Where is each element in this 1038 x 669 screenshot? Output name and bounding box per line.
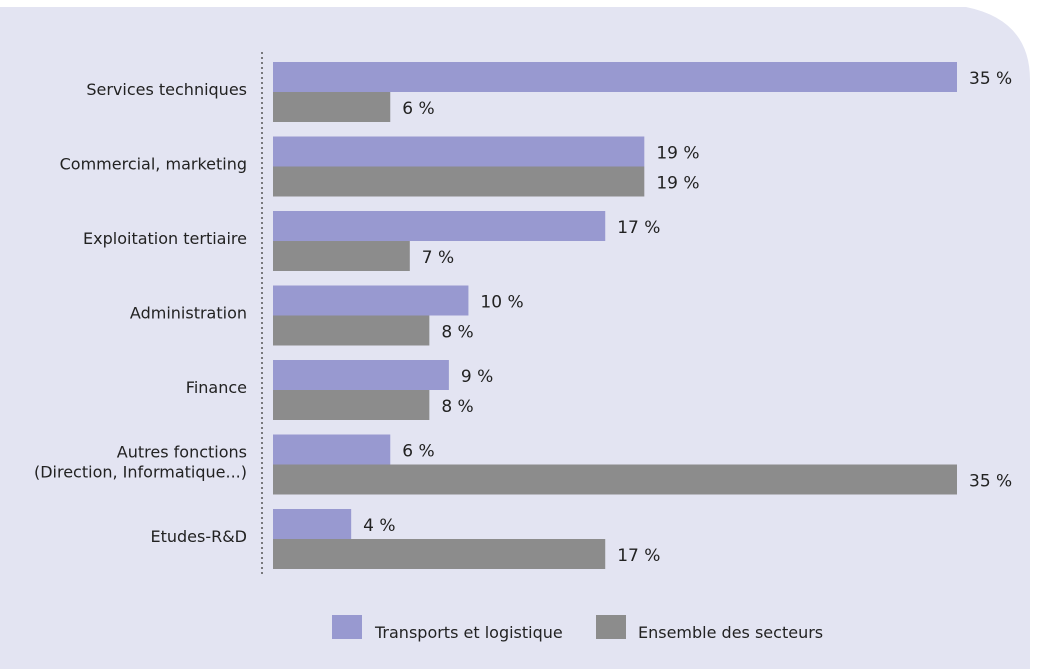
value-label-etudes-r-d-series-2: 17 % — [617, 546, 660, 566]
category-label-etudes-r-d: Etudes-R&D — [150, 527, 247, 546]
bar-finance-series-2 — [273, 390, 429, 420]
bar-administration-series-1 — [273, 286, 468, 316]
category-label-exploitation-tertiaire: Exploitation tertiaire — [83, 229, 247, 248]
bar-exploitation-tertiaire-series-1 — [273, 211, 605, 241]
legend-swatch-transports — [332, 615, 362, 639]
value-label-administration-series-2: 8 % — [441, 323, 473, 343]
value-label-etudes-r-d-series-1: 4 % — [363, 516, 395, 536]
value-label-finance-series-2: 8 % — [441, 397, 473, 417]
value-label-services-techniques-series-1: 35 % — [969, 69, 1012, 89]
bar-services-techniques-series-2 — [273, 92, 390, 122]
value-label-exploitation-tertiaire-series-2: 7 % — [422, 248, 454, 268]
category-label-finance: Finance — [186, 378, 247, 397]
value-label-autres-fonctions-series-2: 35 % — [969, 472, 1012, 492]
value-label-finance-series-1: 9 % — [461, 367, 493, 387]
legend-swatch-ensemble — [596, 615, 626, 639]
bar-commercial-marketing-series-1 — [273, 137, 644, 167]
value-label-autres-fonctions-series-1: 6 % — [402, 442, 434, 462]
value-label-exploitation-tertiaire-series-1: 17 % — [617, 218, 660, 238]
value-label-administration-series-1: 10 % — [480, 293, 523, 313]
category-label-services-techniques: Services techniques — [86, 80, 247, 99]
bar-finance-series-1 — [273, 360, 449, 390]
bar-etudes-r-d-series-2 — [273, 539, 605, 569]
legend-label-transports: Transports et logistique — [374, 623, 563, 642]
chart-background — [0, 7, 1030, 669]
legend-label-ensemble: Ensemble des secteurs — [638, 623, 823, 642]
value-label-commercial-marketing-series-2: 19 % — [656, 174, 699, 194]
value-label-services-techniques-series-2: 6 % — [402, 99, 434, 119]
value-label-commercial-marketing-series-1: 19 % — [656, 144, 699, 164]
category-label-commercial-marketing: Commercial, marketing — [60, 155, 247, 174]
category-label-administration: Administration — [130, 304, 247, 323]
bar-etudes-r-d-series-1 — [273, 509, 351, 539]
bar-commercial-marketing-series-2 — [273, 167, 644, 197]
bar-autres-fonctions-series-2 — [273, 465, 957, 495]
bar-administration-series-2 — [273, 316, 429, 346]
bar-exploitation-tertiaire-series-2 — [273, 241, 410, 271]
bar-services-techniques-series-1 — [273, 62, 957, 92]
bar-autres-fonctions-series-1 — [273, 435, 390, 465]
